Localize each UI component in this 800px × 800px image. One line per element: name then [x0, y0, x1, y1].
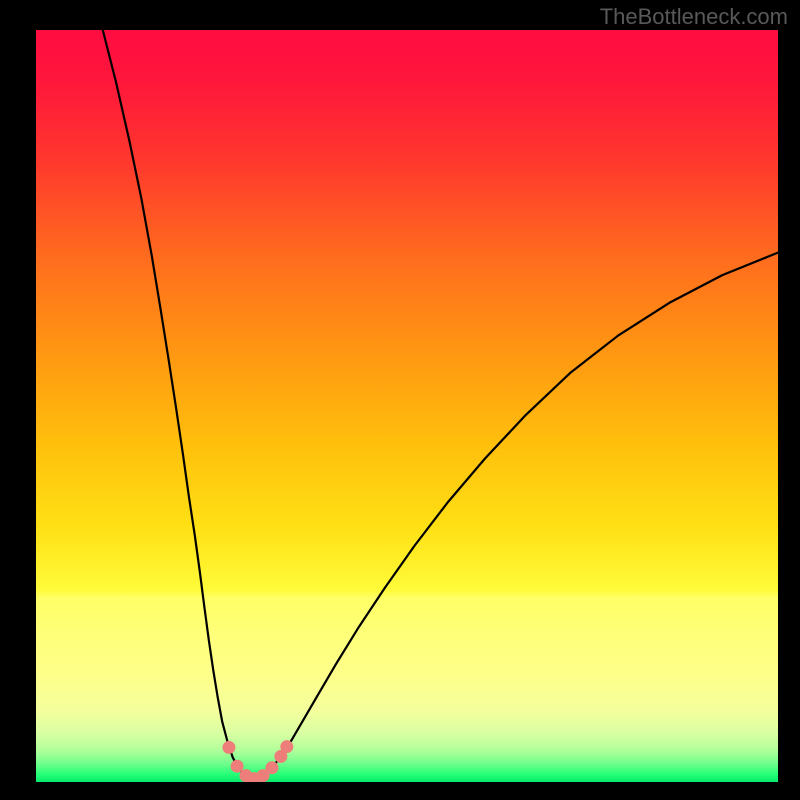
valley-marker — [222, 741, 235, 754]
gradient-background — [36, 30, 778, 782]
valley-marker — [231, 760, 244, 773]
chart-root: TheBottleneck.com — [0, 0, 800, 800]
valley-marker — [265, 761, 278, 774]
plot-area — [36, 30, 778, 782]
chart-svg — [36, 30, 778, 782]
watermark-text: TheBottleneck.com — [600, 6, 788, 28]
valley-marker — [280, 740, 293, 753]
